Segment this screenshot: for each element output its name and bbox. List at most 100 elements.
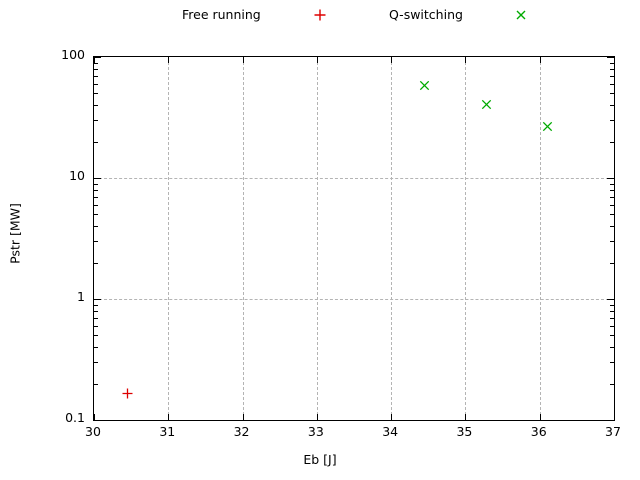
x-tick-label: 34 <box>382 424 399 439</box>
y-axis-major-tick <box>607 57 614 58</box>
y-axis-minor-tick <box>94 204 98 206</box>
y-axis-minor-tick <box>610 335 614 337</box>
y-axis-minor-tick <box>610 304 614 306</box>
y-axis-minor-tick <box>94 362 98 364</box>
y-axis-major-tick <box>94 420 101 421</box>
y-axis-minor-tick <box>94 304 98 306</box>
y-axis-minor-tick <box>94 93 98 95</box>
y-axis-minor-tick <box>610 325 614 327</box>
y-axis-minor-tick <box>94 83 98 85</box>
y-axis-minor-tick <box>610 204 614 206</box>
y-axis-minor-tick <box>94 141 98 143</box>
x-axis-tick <box>614 414 615 420</box>
legend-label-q-switching: Q-switching <box>389 7 463 22</box>
y-axis-minor-tick <box>94 183 98 185</box>
y-axis-minor-tick <box>94 383 98 385</box>
y-axis-minor-tick <box>610 317 614 319</box>
x-gridline <box>242 57 244 420</box>
y-axis-minor-tick <box>94 317 98 319</box>
y-axis-minor-tick <box>610 262 614 264</box>
x-gridline <box>316 57 318 420</box>
x-axis-tick <box>465 57 467 63</box>
y-tick-label: 100 <box>61 47 85 62</box>
y-axis-minor-tick <box>94 68 98 70</box>
y-axis-minor-tick <box>610 310 614 312</box>
y-axis-minor-tick <box>610 141 614 143</box>
x-axis-tick <box>316 57 318 63</box>
y-axis-minor-tick <box>610 75 614 77</box>
y-axis-minor-tick <box>94 62 98 64</box>
chart-legend: Free running Q-switching <box>0 3 640 27</box>
y-axis-minor-tick <box>94 226 98 228</box>
y-axis-minor-tick <box>94 347 98 349</box>
y-axis-major-tick <box>607 178 614 179</box>
data-point-cross <box>481 95 492 109</box>
x-axis-tick <box>391 414 393 420</box>
x-gridline <box>539 57 541 420</box>
y-axis-minor-tick <box>94 310 98 312</box>
y-axis-minor-tick <box>94 105 98 107</box>
y-axis-minor-tick <box>94 189 98 191</box>
y-axis-minor-tick <box>610 347 614 349</box>
cross-marker-icon <box>514 3 528 27</box>
x-axis-tick <box>614 57 615 63</box>
y-axis-minor-tick <box>610 241 614 243</box>
y-axis-minor-tick <box>610 196 614 198</box>
y-axis-major-tick <box>94 299 101 300</box>
y-axis-major-tick <box>94 57 101 58</box>
x-tick-label: 35 <box>456 424 473 439</box>
x-axis-tick <box>242 57 244 63</box>
x-gridline <box>391 57 393 420</box>
x-gridline <box>465 57 467 420</box>
x-axis-tick <box>168 57 170 63</box>
y-axis-minor-tick <box>94 214 98 216</box>
y-axis-minor-tick <box>94 325 98 327</box>
y-axis-minor-tick <box>610 383 614 385</box>
x-tick-label: 30 <box>85 424 101 439</box>
x-tick-label: 31 <box>159 424 176 439</box>
x-tick-label: 32 <box>233 424 250 439</box>
x-tick-label: 33 <box>307 424 324 439</box>
x-axis-tick <box>168 414 170 420</box>
y-tick-label: 0.1 <box>65 410 85 425</box>
y-axis-minor-tick <box>610 120 614 122</box>
x-axis-tick <box>391 57 393 63</box>
y-axis-minor-tick <box>94 262 98 264</box>
y-axis-title-wrapper: Pstr [MW] <box>0 0 30 480</box>
y-axis-title: Pstr [MW] <box>7 203 23 264</box>
y-axis-minor-tick <box>610 93 614 95</box>
x-gridline <box>168 57 170 420</box>
data-point-cross <box>419 76 430 90</box>
y-gridline <box>94 178 614 179</box>
y-axis-minor-tick <box>610 105 614 107</box>
y-axis-minor-tick <box>610 362 614 364</box>
y-axis-minor-tick <box>94 120 98 122</box>
x-axis-title: Eb [J] <box>303 452 337 467</box>
y-axis-minor-tick <box>610 183 614 185</box>
x-axis-tick <box>94 414 95 420</box>
x-tick-label: 36 <box>530 424 547 439</box>
plot-canvas <box>94 57 615 421</box>
data-point-plus <box>122 384 133 399</box>
x-tick-label: 37 <box>605 424 621 439</box>
y-axis-minor-tick <box>610 226 614 228</box>
y-axis-major-tick <box>94 178 101 179</box>
y-axis-major-tick <box>607 420 614 421</box>
x-axis-tick <box>539 57 541 63</box>
y-axis-minor-tick <box>94 75 98 77</box>
x-axis-tick <box>465 414 467 420</box>
plus-marker-icon <box>313 3 327 27</box>
x-axis-tick <box>94 57 95 63</box>
x-axis-tick <box>242 414 244 420</box>
y-axis-minor-tick <box>610 68 614 70</box>
data-point-cross <box>542 117 553 131</box>
y-axis-minor-tick <box>94 335 98 337</box>
y-gridline <box>94 299 614 300</box>
y-axis-minor-tick <box>610 62 614 64</box>
y-axis-minor-tick <box>94 196 98 198</box>
y-axis-minor-tick <box>610 83 614 85</box>
x-axis-tick <box>316 414 318 420</box>
y-axis-major-tick <box>607 299 614 300</box>
x-axis-tick <box>539 414 541 420</box>
